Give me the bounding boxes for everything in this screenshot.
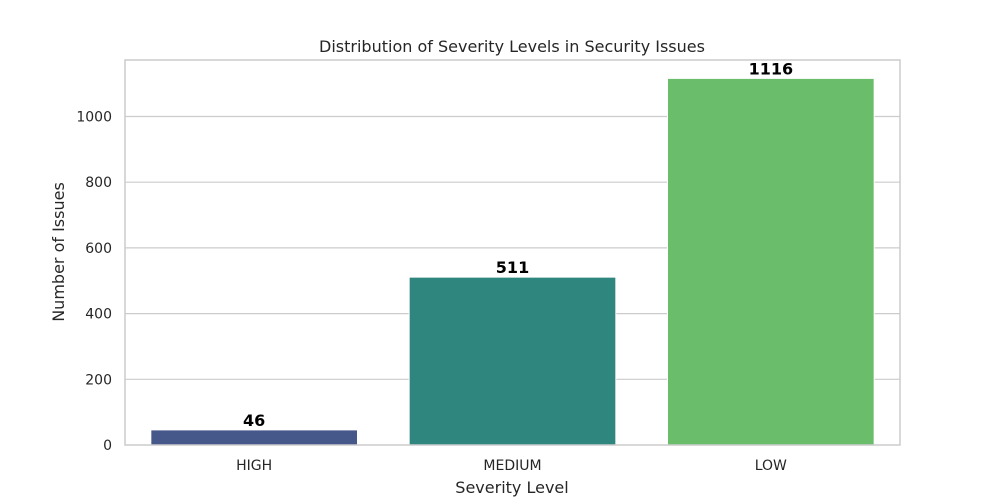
y-axis-label: Number of Issues (49, 182, 68, 322)
bar-medium (408, 276, 617, 446)
chart-title: Distribution of Severity Levels in Secur… (319, 37, 705, 56)
data-label: 46 (243, 411, 265, 430)
bars (150, 77, 875, 446)
y-tick-label: 800 (85, 175, 112, 191)
x-axis-label: Severity Level (455, 478, 568, 497)
data-label: 511 (496, 258, 529, 277)
bar-low (667, 77, 875, 446)
x-tick-label: LOW (755, 458, 787, 474)
y-axis-ticks: 0 200 400 600 800 1000 (76, 110, 112, 454)
y-tick-label: 600 (85, 241, 112, 257)
bar-high (150, 429, 358, 446)
x-tick-label: MEDIUM (483, 458, 541, 474)
y-tick-label: 1000 (76, 110, 112, 126)
x-axis-ticks: HIGH MEDIUM LOW (236, 458, 787, 474)
x-tick-label: HIGH (236, 458, 272, 474)
y-tick-label: 200 (85, 372, 112, 388)
data-label: 1116 (749, 59, 794, 78)
y-tick-label: 0 (103, 438, 112, 454)
data-labels: 46 511 1116 (243, 59, 793, 429)
plot-frame (124, 59, 901, 446)
y-tick-label: 400 (85, 307, 112, 323)
